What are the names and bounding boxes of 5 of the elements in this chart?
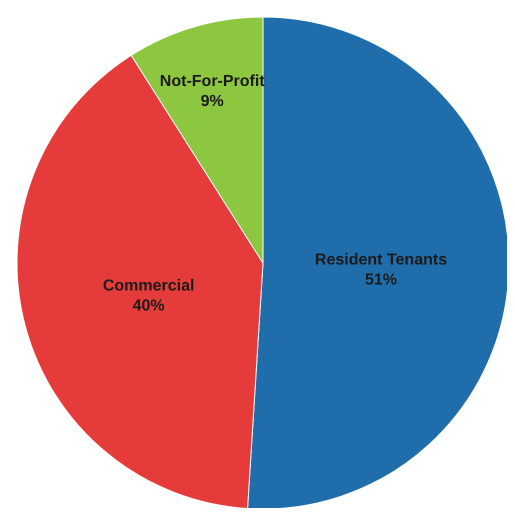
data-label: 51%	[365, 272, 398, 289]
slice-label: Resident Tenants	[314, 252, 448, 269]
data-label: 40%	[132, 297, 165, 314]
slice-label: Commercial	[102, 277, 194, 294]
data-label: 9%	[200, 93, 224, 110]
